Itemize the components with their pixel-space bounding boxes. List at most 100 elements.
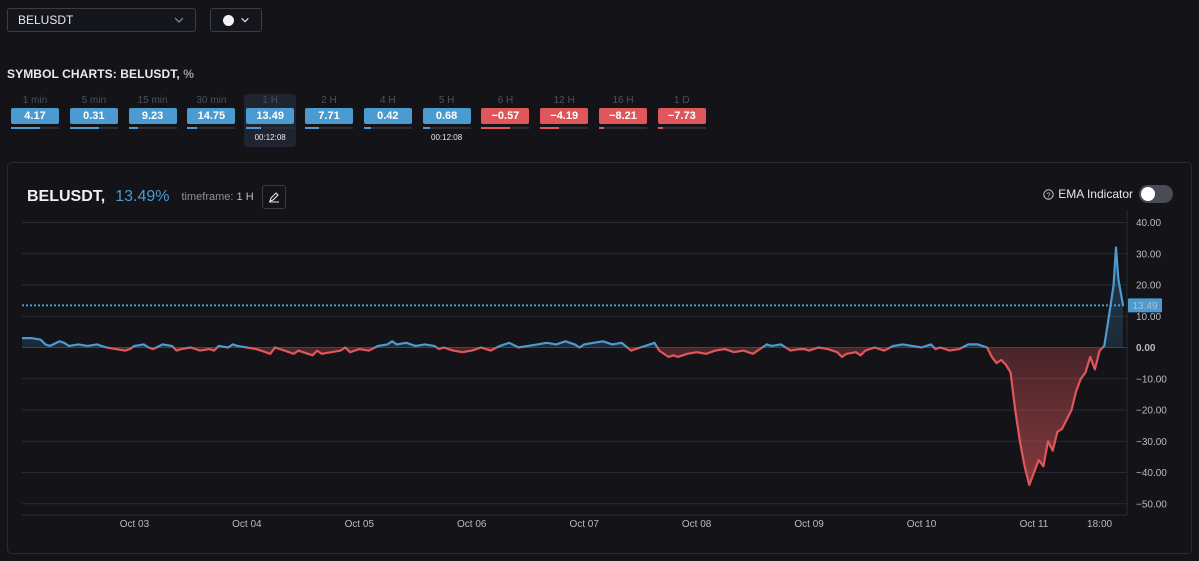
timeframe-progress-fill	[599, 127, 604, 129]
timeframe-progress	[599, 127, 647, 129]
svg-text:?: ?	[1047, 190, 1051, 199]
timeframe-progress	[540, 127, 589, 129]
timeframe-label: 30 min	[196, 95, 227, 106]
timeframe-card[interactable]: 1 min 4.17	[9, 94, 61, 129]
color-dot-icon	[222, 14, 234, 26]
timeframe-progress	[305, 127, 353, 129]
timeframe-value: 0.31	[69, 108, 118, 124]
x-tick-label: Oct 06	[457, 519, 487, 530]
timeframe-progress-fill	[540, 127, 560, 129]
chart-header: BELUSDT, 13.49% timeframe: 1 H	[27, 185, 286, 209]
timeframe-value: 14.75	[187, 108, 236, 124]
timeframe-label: 5 min	[81, 95, 107, 106]
timeframe-value: 4.17	[11, 108, 59, 124]
timeframe-card[interactable]: 5 min 0.31	[68, 94, 120, 129]
y-tick-label: −40.00	[1136, 468, 1167, 479]
timeframe-timer: 00:12:08	[254, 133, 286, 142]
current-value-label: 13.49	[1132, 301, 1157, 312]
y-tick-label: −30.00	[1136, 437, 1167, 448]
timeframe-progress	[187, 127, 236, 129]
y-tick-label: 20.00	[1136, 281, 1161, 292]
timeframe-card[interactable]: 4 H 0.42	[362, 94, 414, 129]
timeframe-progress	[128, 127, 177, 129]
timeframe-card[interactable]: 16 H −8.21	[597, 94, 649, 129]
timeframe-progress-fill	[69, 127, 99, 129]
timeframe-timer: 00:12:08	[431, 133, 463, 142]
x-tick-label: Oct 10	[907, 519, 937, 530]
symbol-select-value: BELUSDT	[18, 13, 74, 27]
section-title-text: SYMBOL CHARTS: BELUSDT,	[7, 67, 180, 81]
timeframe-label: 12 H	[553, 95, 575, 106]
timeframe-card[interactable]: 12 H −4.19	[538, 94, 590, 129]
timeframe-value: −7.73	[657, 108, 706, 124]
x-tick-label: Oct 04	[232, 519, 262, 530]
timeframe-label: 16 H	[612, 95, 634, 106]
chart-timeframe: timeframe: 1 H	[182, 191, 254, 203]
timeframe-label: 5 H	[438, 95, 455, 106]
ema-label: EMA Indicator	[1058, 187, 1133, 201]
x-tick-label: Oct 09	[794, 519, 824, 530]
timeframe-progress	[422, 127, 471, 129]
x-tick-label: Oct 11	[1020, 519, 1049, 530]
x-tick-label: 18:00	[1087, 519, 1112, 530]
timeframe-progress-fill	[246, 127, 261, 129]
color-picker-button[interactable]	[210, 8, 262, 32]
timeframe-progress	[363, 127, 412, 129]
timeframe-progress	[246, 127, 295, 129]
timeframe-label: 1 H	[262, 95, 278, 106]
negative-area	[22, 347, 1123, 485]
ema-toggle[interactable]	[1139, 185, 1173, 203]
y-tick-label: 40.00	[1136, 218, 1161, 229]
timeframe-value: −0.57	[481, 108, 530, 124]
y-tick-label: −20.00	[1136, 406, 1167, 417]
series-line-negative	[102, 347, 1105, 487]
help-icon[interactable]: ?	[1043, 188, 1054, 200]
timeframe-progress-fill	[128, 127, 139, 129]
timeframe-card[interactable]: 1 H 13.49 00:12:08	[244, 94, 297, 147]
x-tick-label: Oct 07	[569, 519, 599, 530]
section-title-unit: %	[183, 67, 194, 81]
timeframe-progress	[11, 127, 59, 129]
y-tick-label: 10.00	[1136, 312, 1161, 323]
timeframe-label: 2 H	[321, 95, 337, 106]
timeframe-value: 13.49	[246, 108, 295, 124]
timeframe-progress-fill	[187, 127, 197, 129]
timeframe-value: 0.42	[363, 108, 412, 124]
timeframe-card[interactable]: 6 H −0.57	[479, 94, 531, 129]
y-tick-label: 30.00	[1136, 249, 1161, 260]
timeframe-value: −8.21	[599, 108, 647, 124]
timeframe-label: 4 H	[380, 95, 396, 106]
timeframe-value: 0.68	[422, 108, 471, 124]
timeframe-value: −4.19	[540, 108, 589, 124]
chart-timeframe-value: 1 H	[236, 191, 254, 203]
chart-percent: 13.49%	[115, 188, 170, 205]
timeframe-progress-fill	[657, 127, 663, 129]
y-tick-label: −10.00	[1136, 374, 1167, 385]
section-title: SYMBOL CHARTS: BELUSDT, %	[7, 67, 194, 81]
timeframe-card[interactable]: 15 min 9.23	[127, 94, 179, 129]
timeframe-progress-fill	[11, 127, 40, 129]
timeframe-progress-fill	[363, 127, 371, 129]
timeframe-label: 15 min	[137, 95, 168, 106]
toggle-knob	[1141, 187, 1155, 201]
chart-symbol: BELUSDT,	[27, 188, 106, 205]
y-tick-label: −50.00	[1136, 499, 1167, 510]
timeframe-card[interactable]: 1 D −7.73	[656, 94, 708, 129]
y-tick-label: 0.00	[1136, 343, 1156, 354]
ema-control: ? EMA Indicator	[1043, 185, 1173, 203]
symbol-select[interactable]: BELUSDT	[7, 8, 196, 32]
timeframe-progress-fill	[305, 127, 320, 129]
x-tick-label: Oct 03	[120, 519, 150, 530]
timeframe-label: 1 min	[22, 95, 48, 106]
timeframe-card[interactable]: 30 min 14.75	[185, 94, 237, 129]
x-tick-label: Oct 08	[682, 519, 712, 530]
draw-tool-button[interactable]	[261, 185, 286, 209]
timeframe-value: 9.23	[128, 108, 177, 124]
current-value-badge	[1128, 298, 1162, 313]
timeframe-label: 1 D	[674, 95, 690, 106]
timeframe-card[interactable]: 2 H 7.71	[303, 94, 355, 129]
timeframe-card[interactable]: 5 H 0.68 00:12:08	[421, 94, 473, 144]
timeframe-progress	[657, 127, 706, 129]
timeframe-progress-fill	[422, 127, 430, 129]
